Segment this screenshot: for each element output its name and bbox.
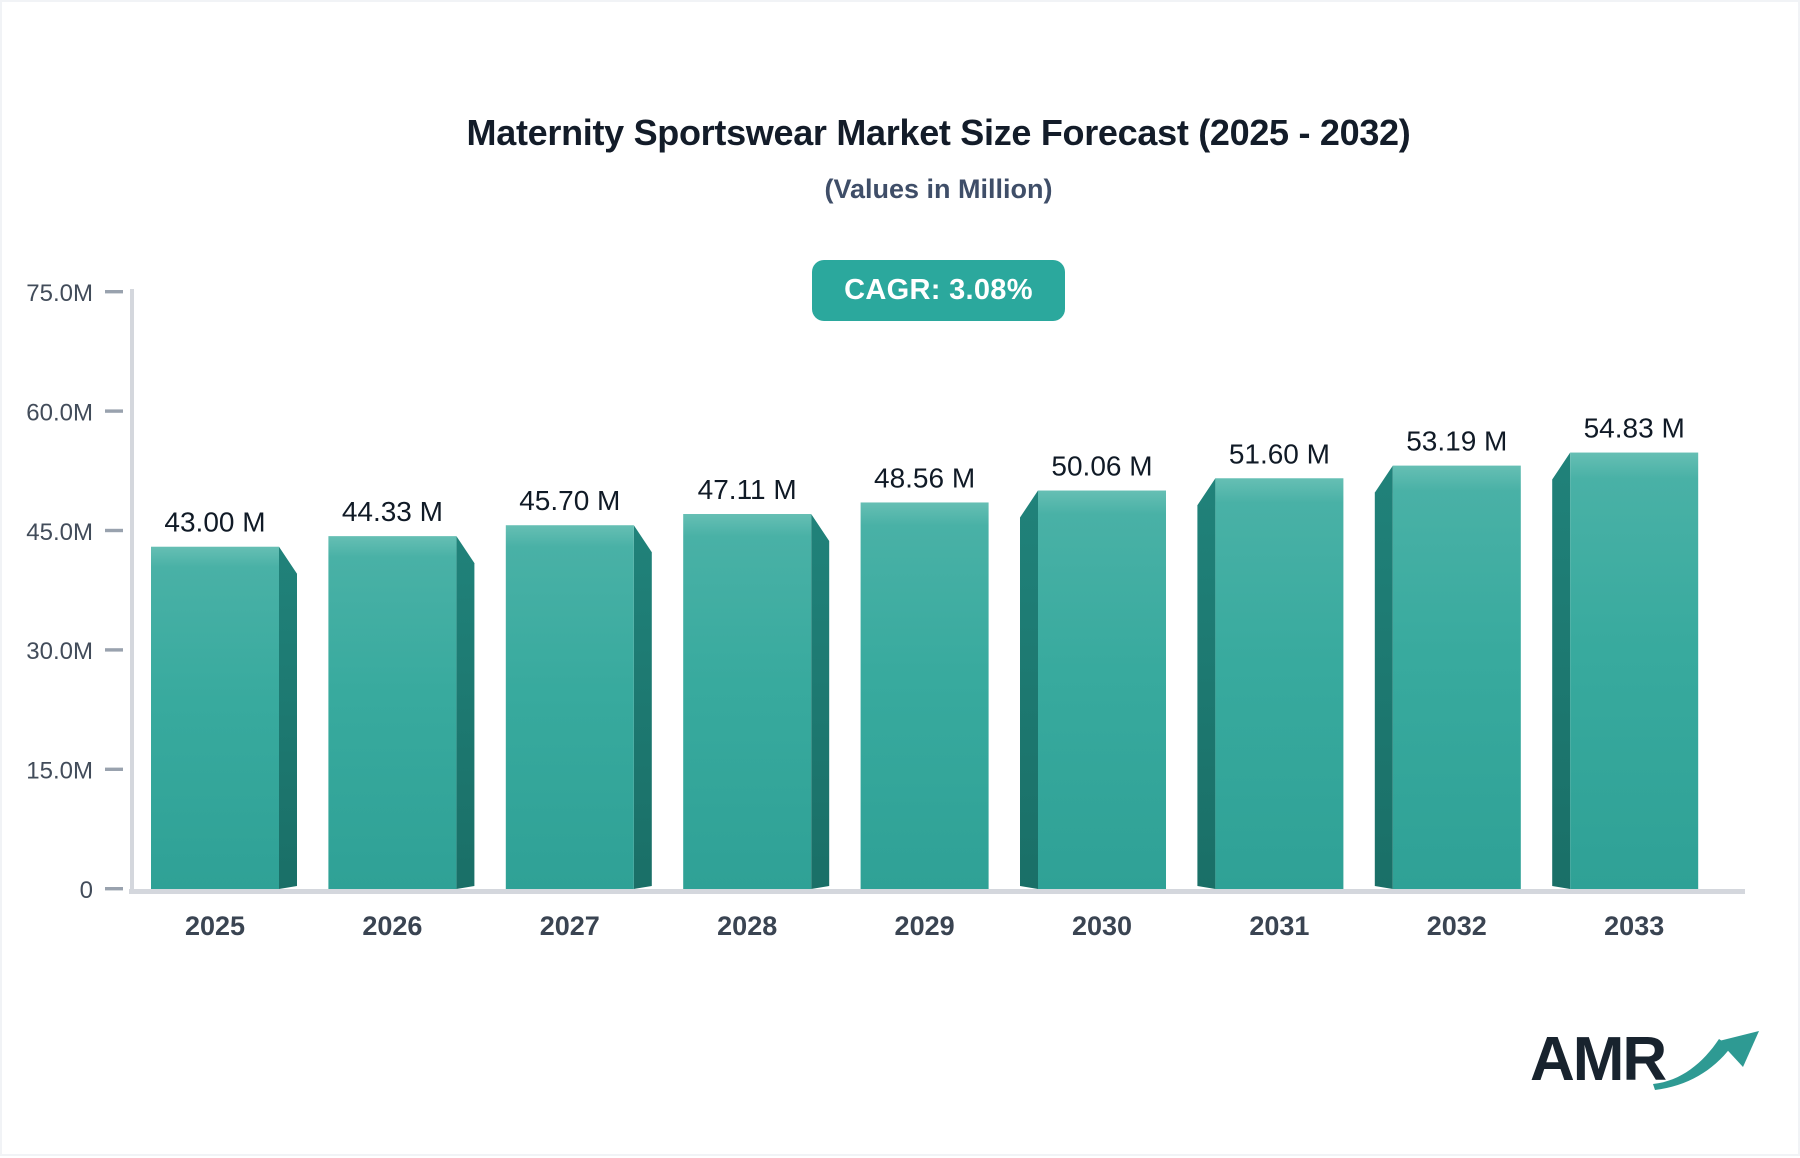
bar-value-label: 44.33 M: [342, 496, 443, 527]
bar-side: [1374, 465, 1393, 889]
y-tick: [105, 290, 123, 294]
bar-front: [1038, 490, 1166, 889]
bar-side: [1197, 478, 1216, 889]
x-tick-label: 2028: [717, 911, 777, 941]
bar-front: [860, 502, 989, 889]
y-tick-label: 15.0M: [26, 758, 93, 785]
growth-arrow-icon: [1653, 1031, 1760, 1090]
x-tick-label: 2031: [1249, 911, 1309, 941]
amr-logo: AMR: [1530, 1022, 1767, 1096]
bar-value-label: 47.11 M: [698, 474, 797, 505]
x-tick-label: 2025: [185, 911, 245, 941]
y-tick: [105, 767, 123, 771]
bar-value-label: 43.00 M: [164, 507, 265, 538]
bar-front: [683, 514, 812, 889]
x-tick-label: 2030: [1072, 911, 1132, 941]
bar-front: [151, 546, 279, 889]
bar-side: [811, 514, 830, 889]
bar-side: [1020, 490, 1038, 889]
bar-front: [1392, 465, 1521, 889]
x-tick-label: 2033: [1604, 911, 1664, 941]
bar-value-label: 54.83 M: [1584, 413, 1685, 444]
bar-side: [279, 546, 297, 889]
bar-side: [633, 525, 652, 889]
x-tick-label: 2032: [1427, 911, 1487, 941]
bar-value-label: 51.60 M: [1229, 438, 1330, 469]
y-tick-label: 75.0M: [26, 280, 93, 307]
y-axis-line: [130, 289, 134, 889]
y-tick: [105, 887, 123, 891]
y-tick-label: 45.0M: [26, 519, 93, 546]
bar-side: [456, 536, 475, 889]
bar-side: [1552, 452, 1571, 889]
bar-front: [505, 525, 634, 889]
x-tick-label: 2029: [895, 911, 955, 941]
bar-value-label: 53.19 M: [1406, 426, 1507, 457]
bar-front: [1215, 478, 1344, 889]
bar-value-label: 50.06 M: [1051, 451, 1152, 482]
bar-front: [1570, 452, 1699, 889]
y-tick: [105, 648, 123, 652]
y-tick-label: 60.0M: [26, 399, 93, 426]
y-tick: [105, 409, 123, 413]
bar-value-label: 48.56 M: [874, 462, 975, 493]
y-tick-label: 30.0M: [26, 638, 93, 665]
y-tick: [105, 528, 123, 533]
bar-front: [328, 536, 457, 889]
x-tick-label: 2027: [540, 911, 600, 941]
amr-logo-text: AMR: [1530, 1024, 1667, 1094]
x-tick-label: 2026: [362, 911, 422, 941]
y-tick-label: 0: [80, 877, 93, 904]
bar-value-label: 45.70 M: [519, 485, 620, 516]
x-axis-line: [129, 889, 1745, 894]
